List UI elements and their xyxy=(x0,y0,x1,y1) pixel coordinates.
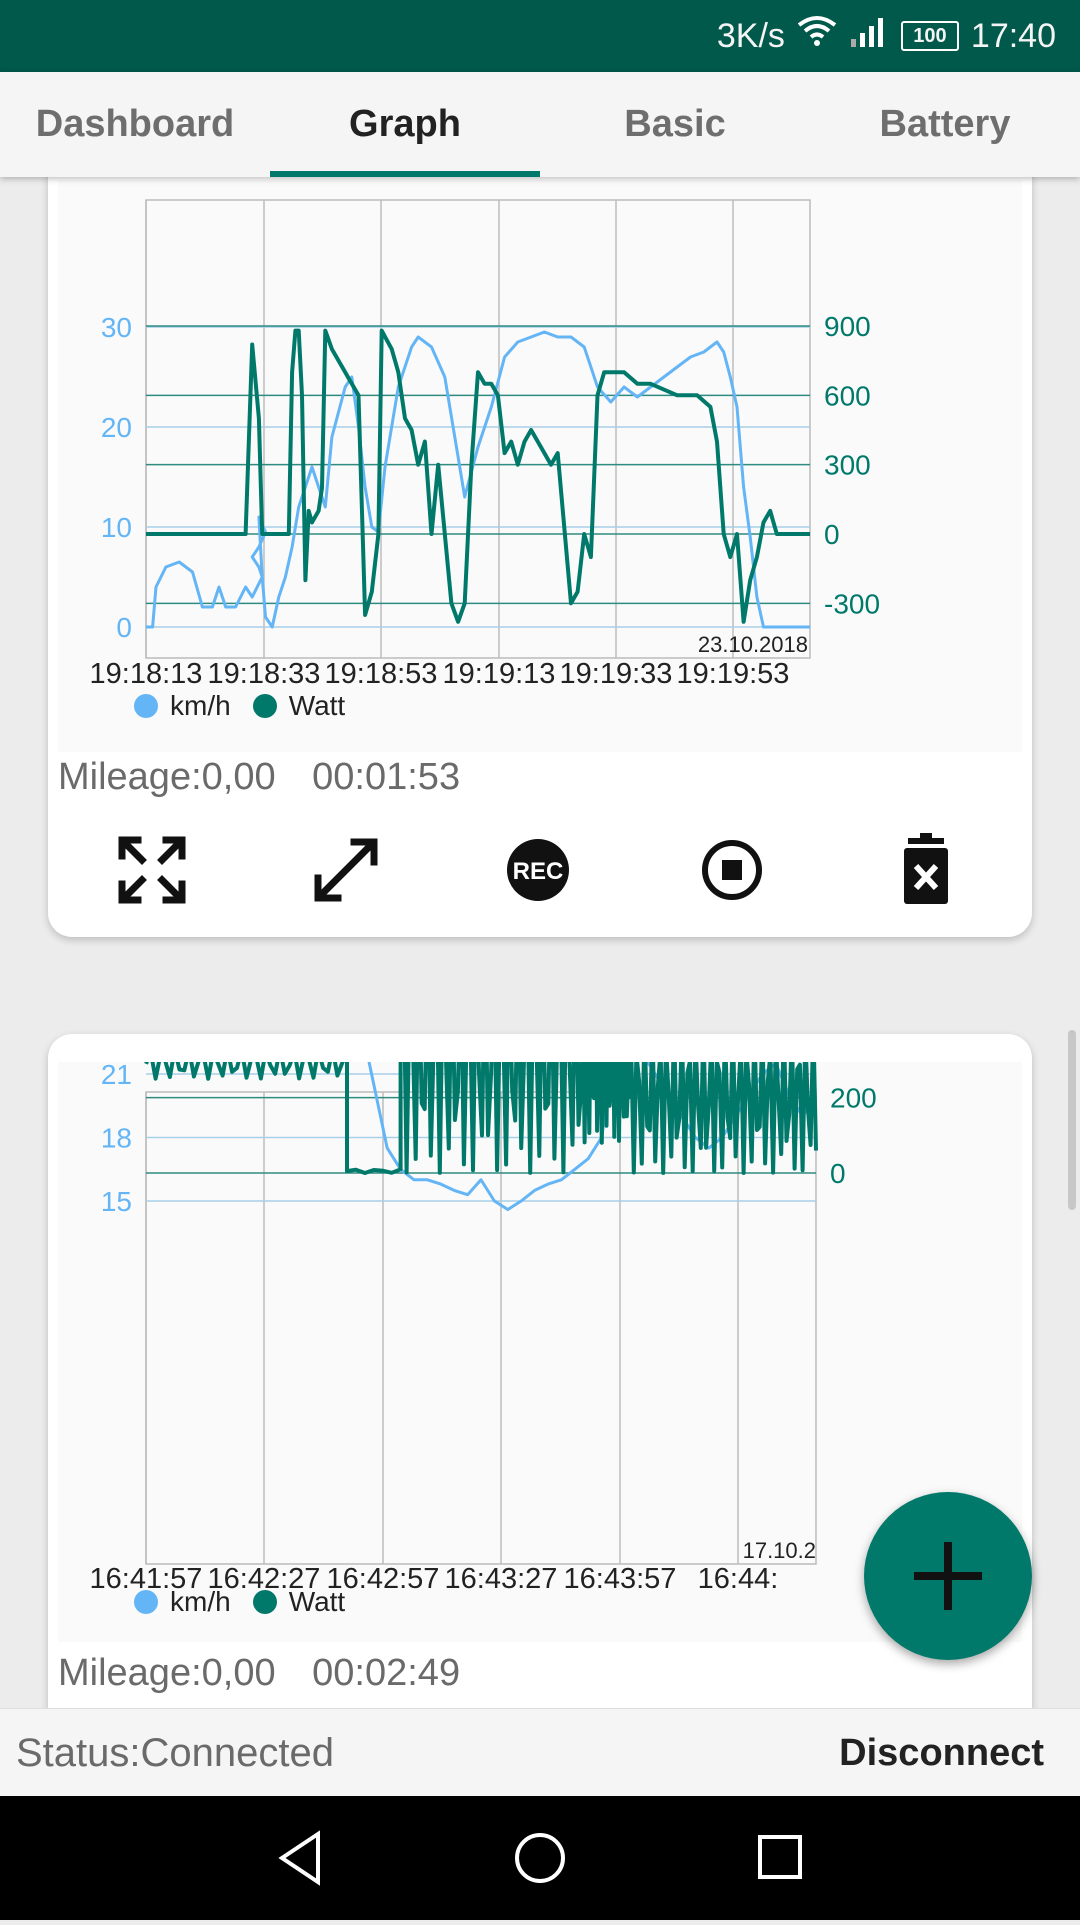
mileage-1: Mileage:0,00 00:01:53 xyxy=(58,756,460,799)
left-tick-label: 10 xyxy=(101,512,132,543)
status-bar: 3K/s 100 17:40 xyxy=(0,0,1080,72)
right-tick-label: 600 xyxy=(824,380,871,411)
chart-area-1: 19:18:13 19:18:33 19:18:53 19:19:13 19:19:33… xyxy=(58,180,1022,752)
expand-icon[interactable] xyxy=(306,830,386,910)
mileage-2: Mileage:0,00 00:02:49 xyxy=(58,1652,460,1695)
delete-icon[interactable] xyxy=(886,830,966,910)
chart-area-2: 16:41:57 16:42:27 16:42:57 16:43:27 16:43:57… xyxy=(58,1062,1022,1642)
duration-value: 00:01:53 xyxy=(312,756,461,798)
chart-1: 19:18:13 19:18:33 19:18:53 19:19:13 19:19:33… xyxy=(90,199,880,690)
kmh-legend-dot xyxy=(134,1590,158,1614)
tab-indicator xyxy=(270,171,540,177)
kmh-legend-label: km/h xyxy=(170,1586,231,1617)
x-tick-label: 19:18:33 xyxy=(208,658,321,690)
mileage-value: Mileage:0,00 xyxy=(58,756,276,798)
tab-bar: Dashboard Graph Basic Battery xyxy=(0,72,1080,177)
right-tick-label: 0 xyxy=(824,519,840,550)
kmh-legend-dot xyxy=(134,694,158,718)
rec-icon[interactable]: REC xyxy=(498,830,578,910)
graph-toolbar-1: REC xyxy=(48,830,1032,912)
add-button[interactable] xyxy=(864,1492,1032,1660)
left-tick-label: 18 xyxy=(101,1123,132,1154)
x-tick-label: 16:42:27 xyxy=(208,1563,321,1595)
watt-legend-label: Watt xyxy=(288,690,346,721)
date-label: 23.10.2018 xyxy=(698,632,808,657)
clock: 17:40 xyxy=(970,16,1056,55)
graph-card-2: 16:41:57 16:42:27 16:42:57 16:43:27 16:43:57… xyxy=(48,1034,1032,1754)
x-tick-label: 19:18:53 xyxy=(325,658,438,690)
graph-card-1: 19:18:13 19:18:33 19:18:53 19:19:13 19:19:33… xyxy=(48,140,1032,937)
watt-series-line xyxy=(144,1062,818,1175)
stop-icon[interactable] xyxy=(692,830,772,910)
fullscreen-icon[interactable] xyxy=(112,830,192,910)
tab-battery[interactable]: Battery xyxy=(879,103,1011,145)
watt-series-line xyxy=(146,328,810,624)
left-tick-label: 21 xyxy=(101,1062,132,1090)
left-tick-label: 15 xyxy=(101,1186,132,1217)
duration-value: 00:02:49 xyxy=(312,1652,461,1694)
scrollbar[interactable] xyxy=(1068,1030,1076,1210)
x-tick-label: 19:19:33 xyxy=(560,658,673,690)
battery-icon: 100 xyxy=(900,21,959,51)
x-tick-label: 19:19:53 xyxy=(677,658,790,690)
x-tick-label: 16:42:57 xyxy=(327,1563,440,1595)
chart-2: 16:41:57 16:42:27 16:42:57 16:43:27 16:43:57… xyxy=(90,1062,877,1595)
left-tick-label: 20 xyxy=(101,412,132,443)
back-icon[interactable] xyxy=(278,1830,320,1886)
tab-graph[interactable]: Graph xyxy=(349,103,461,145)
right-tick-label: 200 xyxy=(830,1083,877,1114)
tab-dashboard[interactable]: Dashboard xyxy=(35,103,235,145)
x-tick-label: 19:18:13 xyxy=(90,658,203,690)
plus-icon xyxy=(914,1542,982,1610)
signal-icon xyxy=(849,15,889,58)
legend-1: km/h Watt xyxy=(134,690,345,722)
date-label: 17.10.2 xyxy=(743,1538,816,1563)
x-tick-label: 19:19:13 xyxy=(443,658,556,690)
x-tick-label: 16:41:57 xyxy=(90,1563,203,1595)
svg-text:REC: REC xyxy=(513,858,564,885)
watt-legend-dot xyxy=(252,1590,277,1614)
home-icon[interactable] xyxy=(515,1833,565,1883)
left-tick-label: 0 xyxy=(116,612,132,643)
right-tick-label: 900 xyxy=(824,311,871,342)
right-tick-label: 0 xyxy=(830,1158,846,1189)
watt-legend-dot xyxy=(252,694,277,718)
kmh-legend-label: km/h xyxy=(170,690,231,721)
wifi-icon xyxy=(797,15,837,58)
kmh-series-line xyxy=(146,330,810,629)
navigation-bar xyxy=(0,1796,1080,1920)
x-tick-label: 16:43:27 xyxy=(445,1563,558,1595)
disconnect-button[interactable]: Disconnect xyxy=(839,1732,1044,1774)
mileage-value: Mileage:0,00 xyxy=(58,1652,276,1694)
connection-bar: Status:Connected Disconnect xyxy=(0,1708,1080,1797)
recents-icon[interactable] xyxy=(758,1835,802,1879)
x-tick-label: 16:43:57 xyxy=(564,1563,677,1595)
right-tick-label: 300 xyxy=(824,450,871,481)
tab-basic[interactable]: Basic xyxy=(624,103,726,145)
legend-2: km/h Watt xyxy=(134,1586,345,1618)
connection-status: Status:Connected xyxy=(16,1731,334,1775)
x-tick-label: 16:44: xyxy=(698,1563,779,1595)
watt-legend-label: Watt xyxy=(288,1586,346,1617)
left-tick-label: 30 xyxy=(101,312,132,343)
network-speed: 3K/s xyxy=(716,16,785,55)
right-tick-label: -300 xyxy=(824,588,880,619)
